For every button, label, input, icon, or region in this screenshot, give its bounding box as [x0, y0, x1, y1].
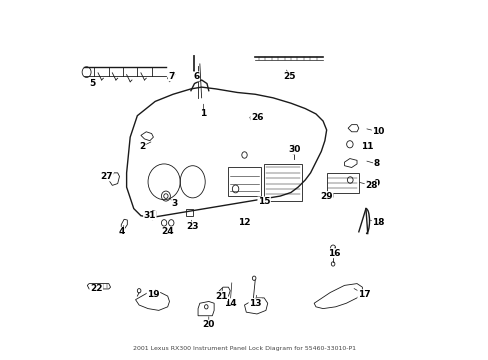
Text: 5: 5	[89, 79, 96, 88]
Text: 27: 27	[101, 172, 113, 181]
Text: 25: 25	[283, 72, 295, 81]
Text: 20: 20	[202, 320, 215, 329]
Text: 12: 12	[238, 219, 250, 228]
Text: 1: 1	[200, 109, 206, 118]
Text: 30: 30	[288, 145, 300, 154]
Text: 3: 3	[171, 199, 178, 208]
Text: 8: 8	[373, 159, 379, 168]
Text: 10: 10	[371, 127, 384, 136]
Text: 11: 11	[361, 141, 373, 150]
Text: 31: 31	[143, 211, 156, 220]
Text: 23: 23	[186, 222, 199, 231]
Text: 4: 4	[118, 227, 124, 236]
Text: 21: 21	[215, 292, 227, 301]
Text: 18: 18	[371, 219, 384, 228]
Text: 16: 16	[327, 249, 339, 258]
Text: 14: 14	[224, 299, 236, 308]
Text: 29: 29	[320, 192, 332, 201]
Text: 7: 7	[168, 72, 174, 81]
Text: 2: 2	[139, 141, 145, 150]
Text: 15: 15	[257, 197, 270, 206]
Text: 28: 28	[365, 181, 377, 190]
Text: 26: 26	[250, 113, 263, 122]
Text: 9: 9	[373, 179, 379, 188]
Text: 17: 17	[357, 290, 370, 299]
Text: 13: 13	[248, 299, 261, 308]
Text: 22: 22	[90, 284, 102, 293]
Text: 6: 6	[193, 72, 199, 81]
Text: 24: 24	[161, 227, 174, 236]
Text: 2001 Lexus RX300 Instrument Panel Lock Diagram for 55460-33010-P1: 2001 Lexus RX300 Instrument Panel Lock D…	[133, 346, 355, 351]
Text: 19: 19	[147, 290, 160, 299]
